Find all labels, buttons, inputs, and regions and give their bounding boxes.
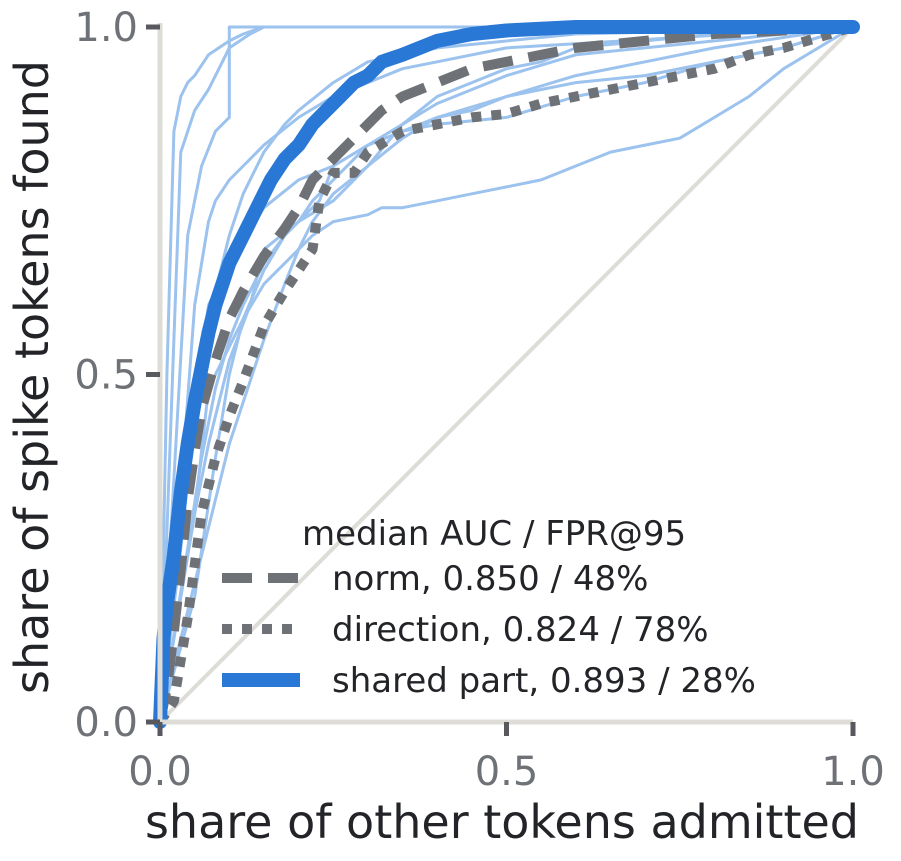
legend: median AUC / FPR@95 norm, 0.850 / 48% dir…	[222, 514, 756, 701]
individual-roc-curve	[158, 25, 853, 723]
y-tick-label: 0.5	[74, 353, 138, 399]
y-axis-title: share of spike tokens found	[5, 60, 59, 694]
legend-entries: norm, 0.850 / 48% direction, 0.824 / 78% s…	[222, 559, 756, 701]
median-curves	[153, 20, 860, 729]
x-tick-label: 0.0	[128, 749, 192, 795]
individual-roc-curve	[158, 25, 854, 723]
x-ticks: 0.0 0.5 1.0	[128, 722, 885, 795]
series-line	[155, 22, 854, 723]
legend-title: median AUC / FPR@95	[302, 514, 686, 554]
x-tick-label: 1.0	[821, 749, 885, 795]
x-axis-title: share of other tokens admitted	[145, 795, 859, 849]
series-line	[155, 22, 855, 725]
legend-label: direction, 0.824 / 78%	[332, 610, 709, 650]
y-tick-label: 0.0	[74, 700, 138, 746]
individual-roc-curve	[158, 25, 853, 723]
diagonal-reference-line	[158, 25, 855, 724]
legend-label: shared part, 0.893 / 28%	[332, 661, 756, 701]
y-ticks: 0.0 0.5 1.0	[74, 5, 160, 746]
individual-roc-curve	[158, 25, 854, 723]
y-tick-label: 1.0	[74, 5, 138, 51]
series-line	[153, 20, 860, 729]
legend-label: norm, 0.850 / 48%	[332, 559, 648, 599]
individual-roc-curve	[158, 25, 854, 723]
individual-roc-curve	[158, 25, 854, 723]
x-tick-label: 0.5	[475, 749, 539, 795]
